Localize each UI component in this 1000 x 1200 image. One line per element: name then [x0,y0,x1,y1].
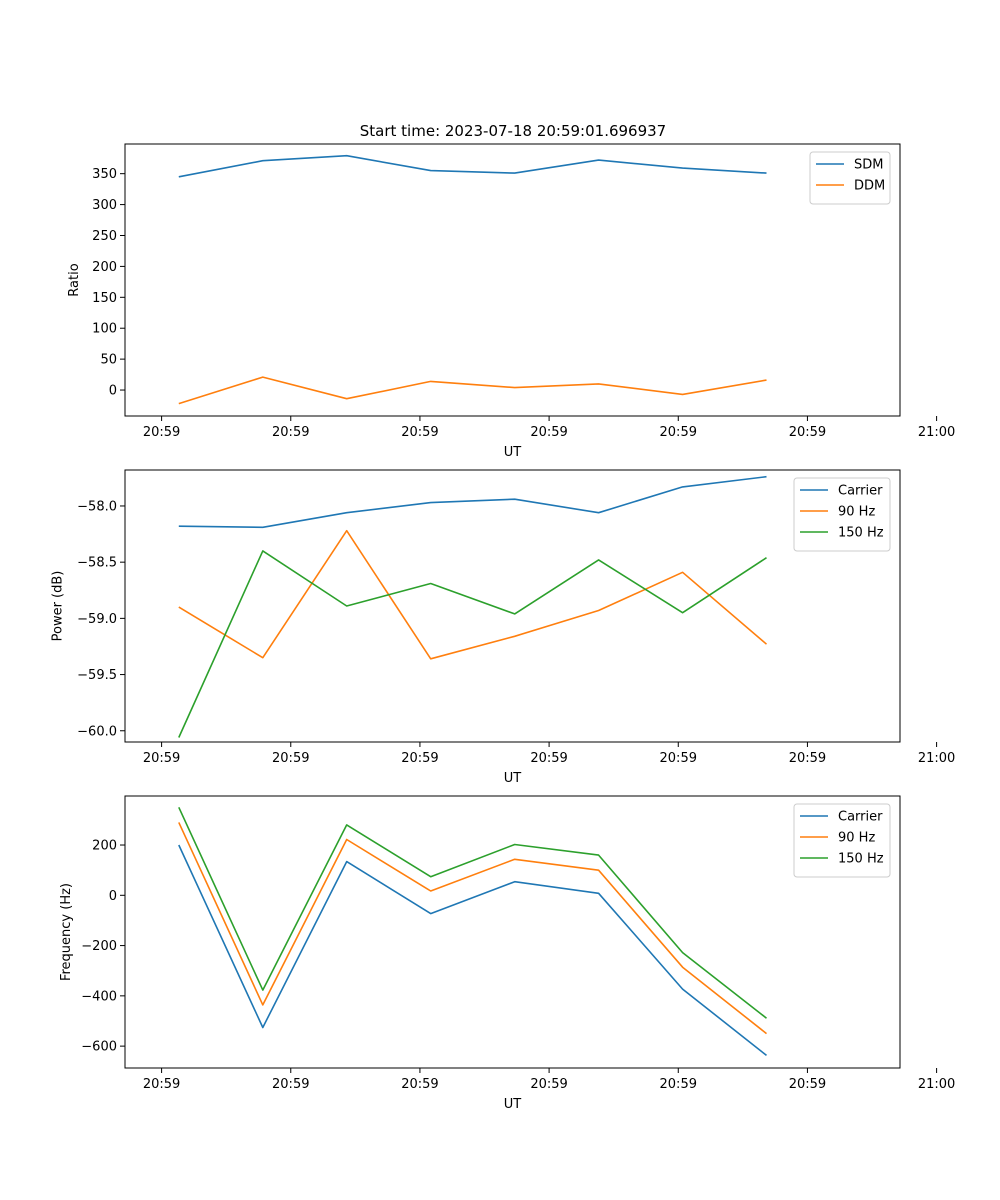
series-line-150-hz [178,550,767,738]
y-axis-label: Frequency (Hz) [59,883,74,981]
x-axis-label: UT [504,1097,522,1112]
legend-label: Carrier [838,484,883,499]
y-tick-label: −58.0 [77,499,117,514]
x-tick-label: 20:59 [660,751,697,766]
x-tick-label: 20:59 [143,751,180,766]
x-axis-label: UT [504,445,522,460]
x-tick-label: 20:59 [272,1077,309,1092]
x-tick-label: 20:59 [789,425,826,440]
y-axis-label: Power (dB) [51,571,66,642]
x-tick-label: 21:00 [918,425,955,440]
y-tick-label: −59.5 [77,668,117,683]
chart-1: 20:59 20:59 20:59 20:59 20:59 20:59 21:00 0 50 10… [67,143,955,460]
y-tick-label: 350 [92,167,117,182]
y-tick-label: 0 [109,384,117,399]
x-tick-label: 20:59 [401,1077,438,1092]
legend: SDM DDM [809,151,891,205]
legend-label: Carrier [838,810,883,825]
x-tick-label: 20:59 [660,1077,697,1092]
y-tick-label: 200 [92,839,117,854]
axes-frame [124,469,901,743]
y-tick-label: 150 [92,291,117,306]
series-line-150-hz [178,806,767,1019]
legend-label: DDM [854,179,885,194]
chart-2: 20:59 20:59 20:59 20:59 20:59 20:59 21:00 −60.0… [51,469,955,786]
series-line-sdm [178,154,767,178]
x-tick-label: 20:59 [789,1077,826,1092]
x-tick-label: 20:59 [143,1077,180,1092]
x-tick-label: 20:59 [530,751,567,766]
y-tick-label: 200 [92,260,117,275]
x-tick-label: 20:59 [401,425,438,440]
y-tick-label: 0 [109,889,117,904]
x-tick-label: 20:59 [530,1077,567,1092]
y-tick-label: −58.5 [77,556,117,571]
x-tick-label: 20:59 [789,751,826,766]
y-tick-label: −400 [81,989,117,1004]
y-tick-label: 250 [92,229,117,244]
x-tick-label: 21:00 [918,1077,955,1092]
legend: Carrier 90 Hz 150 Hz [793,803,891,878]
legend-label: SDM [854,158,883,173]
x-axis-label: UT [504,771,522,786]
x-tick-label: 20:59 [530,425,567,440]
y-tick-label: 50 [100,353,117,368]
axes-frame [124,795,901,1069]
figure-title: Start time: 2023-07-18 20:59:01.696937 [360,122,666,140]
legend-label: 90 Hz [838,505,875,520]
x-tick-label: 20:59 [401,751,438,766]
y-tick-label: −200 [81,939,117,954]
y-tick-label: −59.0 [77,612,117,627]
y-tick-label: −60.0 [77,724,117,739]
charts: 20:59 20:59 20:59 20:59 20:59 20:59 21:00 0 50 10… [51,143,955,1112]
chart-3: 20:59 20:59 20:59 20:59 20:59 20:59 21:00 −600 −… [59,795,955,1112]
legend-label: 150 Hz [838,526,884,541]
legend-label: 150 Hz [838,852,884,867]
x-tick-label: 21:00 [918,751,955,766]
legend: Carrier 90 Hz 150 Hz [793,477,891,552]
series-line-carrier [178,844,767,1057]
legend-label: 90 Hz [838,831,875,846]
series-line-90-hz [178,529,768,660]
y-tick-label: −600 [81,1040,117,1055]
x-tick-label: 20:59 [143,425,180,440]
series-line-90-hz [178,822,767,1035]
y-tick-label: 100 [92,322,117,337]
y-axis-label: Ratio [67,263,82,296]
series-line-carrier [178,475,767,529]
legend-box [809,151,891,205]
x-tick-label: 20:59 [272,751,309,766]
x-tick-label: 20:59 [272,425,309,440]
axes-frame [124,143,901,417]
y-tick-label: 300 [92,198,117,213]
x-tick-label: 20:59 [660,425,697,440]
series-line-ddm [178,376,767,405]
